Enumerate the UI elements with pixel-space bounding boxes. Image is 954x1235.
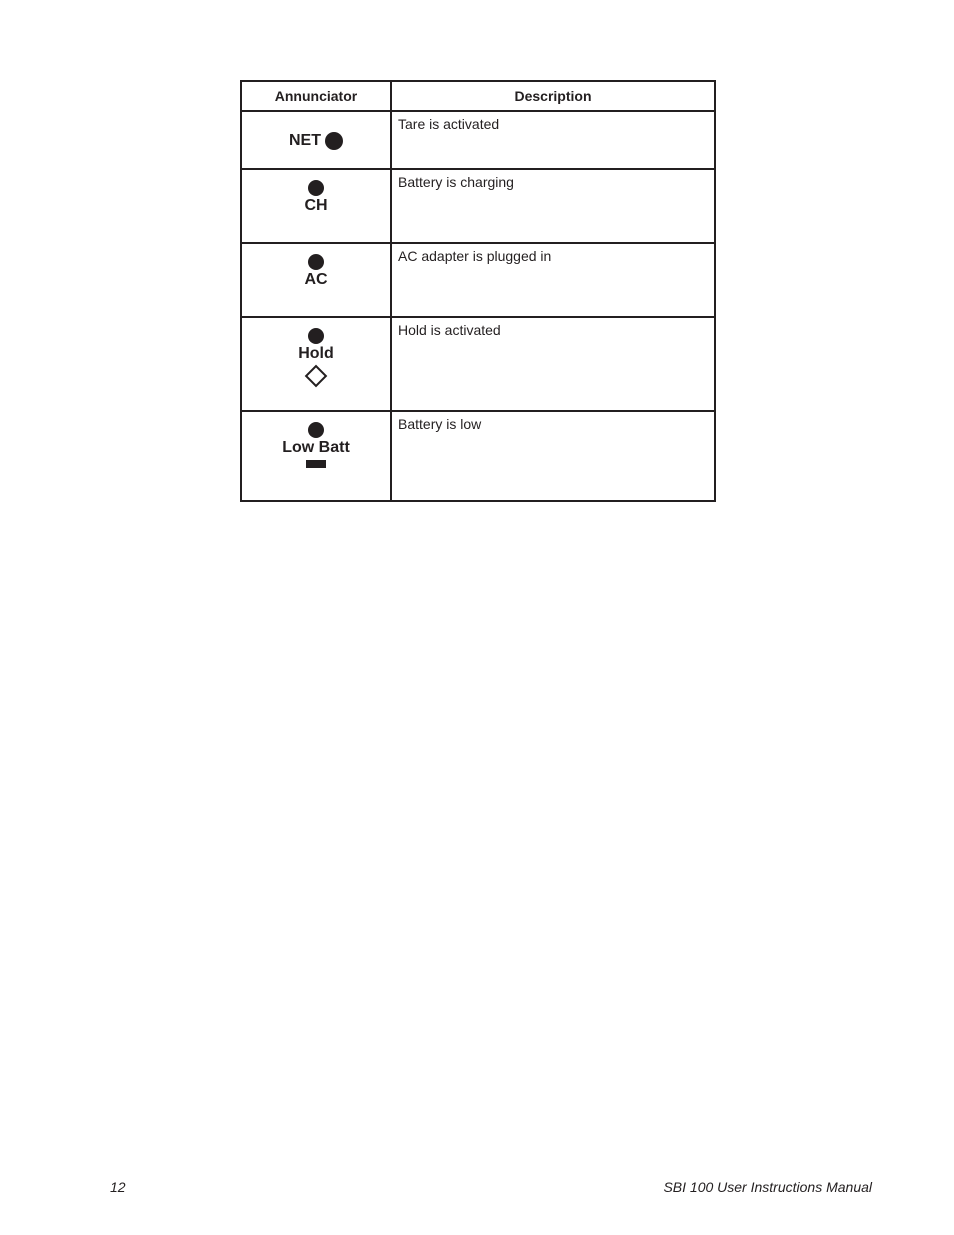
hold-icon-group: Hold (298, 328, 334, 386)
description-cell-ch: Battery is charging (391, 169, 715, 243)
dot-icon (308, 422, 324, 438)
ch-icon-group: CH (304, 180, 327, 214)
annunciator-cell-ac: AC (241, 243, 391, 317)
annunciator-cell-lowbatt: Low Batt (241, 411, 391, 501)
table-row: NET Tare is activated (241, 111, 715, 169)
description-cell-ac: AC adapter is plugged in (391, 243, 715, 317)
description-cell-net: Tare is activated (391, 111, 715, 169)
ch-label: CH (304, 198, 327, 214)
lowbatt-icon-group: Low Batt (282, 422, 350, 468)
page-content: Annunciator Description NET Tare is acti… (240, 80, 716, 502)
table-row: CH Battery is charging (241, 169, 715, 243)
annunciator-cell-hold: Hold (241, 317, 391, 411)
dot-icon (308, 254, 324, 270)
diamond-icon (305, 365, 328, 388)
page-number: 12 (110, 1179, 126, 1195)
ac-icon-group: AC (304, 254, 327, 288)
annunciator-cell-net: NET (241, 111, 391, 169)
hold-label: Hold (298, 346, 334, 362)
lowbatt-label: Low Batt (282, 440, 350, 456)
table-header-row: Annunciator Description (241, 81, 715, 111)
page-footer: 12 SBI 100 User Instructions Manual (110, 1179, 872, 1195)
dot-icon (325, 132, 343, 150)
bar-icon (306, 460, 326, 468)
dot-icon (308, 328, 324, 344)
ac-label: AC (304, 272, 327, 288)
annunciator-cell-ch: CH (241, 169, 391, 243)
table-row: Hold Hold is activated (241, 317, 715, 411)
manual-title: SBI 100 User Instructions Manual (663, 1179, 872, 1195)
description-cell-lowbatt: Battery is low (391, 411, 715, 501)
annunciator-table: Annunciator Description NET Tare is acti… (240, 80, 716, 502)
net-icon-group: NET (289, 132, 343, 150)
header-annunciator: Annunciator (241, 81, 391, 111)
net-label: NET (289, 133, 321, 149)
table-row: Low Batt Battery is low (241, 411, 715, 501)
description-cell-hold: Hold is activated (391, 317, 715, 411)
header-description: Description (391, 81, 715, 111)
dot-icon (308, 180, 324, 196)
table-row: AC AC adapter is plugged in (241, 243, 715, 317)
